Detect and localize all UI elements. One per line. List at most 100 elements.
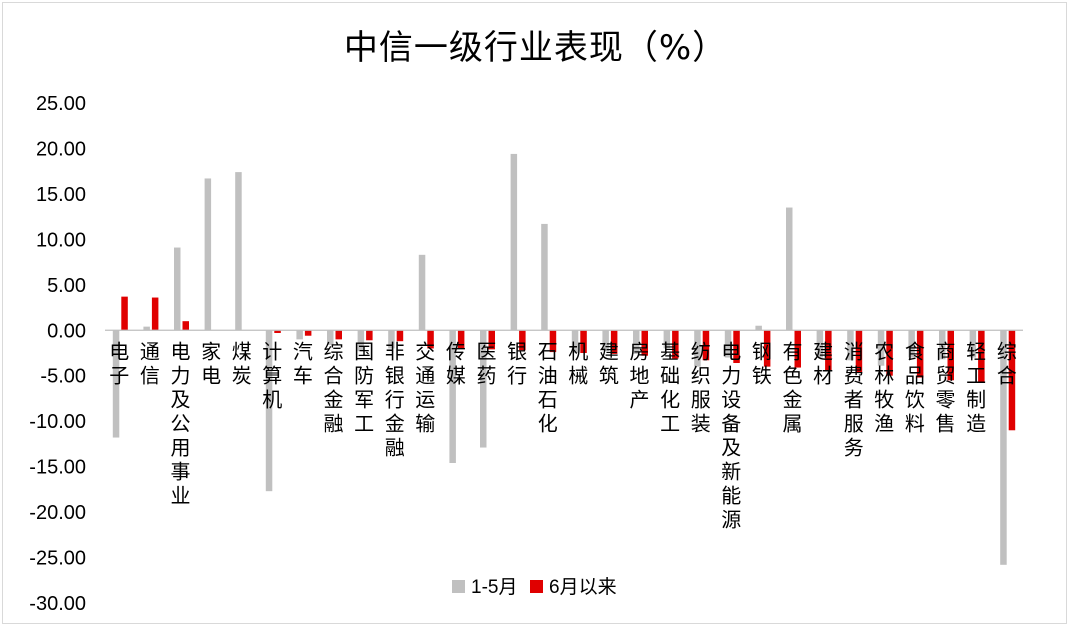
bar-1-5month (694, 330, 701, 367)
bar-since-june (641, 330, 648, 356)
category-label: 建材 (813, 339, 833, 387)
bar-1-5month (908, 330, 915, 358)
bar-1-5month (786, 207, 793, 331)
bar-1-5month (510, 153, 518, 331)
y-tick-label: 0.00 (47, 320, 86, 342)
category-label: 国防军工 (354, 339, 374, 435)
bar-1-5month (663, 330, 671, 349)
bar-since-june (794, 330, 801, 368)
bar-since-june (549, 330, 557, 353)
bar-since-june (427, 330, 434, 349)
bar-since-june (978, 330, 985, 383)
category-label: 综合 (997, 339, 1017, 387)
category-label: 建筑 (599, 339, 619, 387)
bar-since-june (457, 330, 465, 349)
y-tick-label: -15.00 (29, 457, 86, 479)
category-label: 机械 (568, 339, 588, 387)
bar-1-5month (449, 330, 456, 463)
category-label: 轻工制造 (966, 339, 986, 435)
category-label: 电力设备及新能源 (721, 339, 741, 531)
bar-since-june (886, 330, 893, 376)
bar-since-june (1008, 330, 1016, 431)
bar-1-5month (327, 330, 334, 345)
category-label: 有色金属 (783, 339, 803, 435)
bar-1-5month (1000, 330, 1007, 565)
category-label: 医药 (477, 339, 497, 387)
category-label: 食品饮料 (905, 339, 925, 435)
bar-since-june (825, 330, 832, 371)
bar-since-june (672, 330, 679, 359)
category-label: 计算机 (262, 339, 282, 411)
bar-since-june (366, 330, 373, 341)
y-tick-label: -5.00 (40, 366, 86, 388)
bar-1-5month (480, 330, 487, 448)
bar-since-june (580, 330, 587, 353)
bar-1-5month (939, 330, 946, 360)
bar-1-5month (235, 172, 242, 331)
bar-1-5month (204, 178, 212, 331)
y-tick-label: 10.00 (36, 229, 86, 251)
category-label: 消费者服务 (844, 339, 864, 459)
category-label: 农林牧渔 (874, 339, 894, 435)
bar-1-5month (418, 254, 426, 331)
category-label: 非银行金融 (385, 339, 405, 459)
category-label: 石油石化 (538, 339, 558, 435)
bar-since-june (121, 296, 128, 331)
legend-label-since-june: 6月以来 (549, 576, 617, 598)
bar-since-june (855, 330, 863, 373)
bar-1-5month (388, 330, 395, 349)
y-tick-label: 15.00 (36, 184, 86, 206)
y-tick-label: 5.00 (47, 275, 86, 297)
category-label: 房地产 (630, 339, 650, 411)
category-label: 家电 (201, 339, 221, 387)
bar-since-june (733, 330, 740, 363)
bar-1-5month (816, 330, 824, 358)
bar-since-june (151, 297, 159, 331)
category-label: 综合金融 (324, 339, 344, 435)
bar-since-june (396, 330, 404, 342)
bar-1-5month (724, 330, 732, 358)
bar-since-june (274, 330, 281, 333)
bar-since-june (304, 330, 312, 336)
bar-since-june (916, 330, 924, 378)
bar-1-5month (602, 330, 609, 352)
y-tick-label: -10.00 (29, 411, 86, 433)
bar-1-5month (755, 325, 762, 331)
bar-since-june (947, 330, 954, 381)
bar-since-june (610, 330, 618, 354)
category-label: 通信 (140, 339, 160, 387)
legend-label-1-5month: 1-5月 (471, 577, 517, 598)
y-tick-label: -25.00 (29, 548, 86, 570)
category-label: 交通运输 (415, 339, 435, 435)
category-label: 传媒 (446, 339, 466, 387)
bar-since-june (763, 330, 771, 367)
y-tick-label: 25.00 (36, 93, 86, 115)
category-label: 煤炭 (232, 339, 252, 387)
bar-since-june (519, 330, 526, 351)
bar-1-5month (296, 330, 303, 340)
bar-1-5month (541, 223, 548, 331)
y-tick-label: -20.00 (29, 502, 86, 524)
category-label: 汽车 (293, 339, 313, 387)
category-label: 电力及公用事业 (171, 339, 191, 507)
category-label: 纺织服装 (691, 339, 711, 435)
bar-1-5month (174, 247, 181, 331)
bar-1-5month (633, 330, 640, 354)
bar-since-june (335, 330, 342, 340)
bar-1-5month (265, 330, 273, 492)
category-label: 电子 (109, 339, 129, 387)
chart-title: 中信一级行业表现（%） (343, 28, 728, 68)
y-tick-label: 20.00 (36, 138, 86, 160)
bar-1-5month (969, 330, 977, 358)
bar-1-5month (143, 326, 150, 331)
category-label: 商贸零售 (936, 339, 956, 435)
bar-since-june (182, 321, 189, 331)
category-label: 银行 (507, 339, 527, 387)
category-label: 基础化工 (660, 339, 680, 435)
legend-swatch-since-june (530, 580, 543, 593)
bar-1-5month (357, 330, 365, 352)
bar-1-5month (847, 330, 854, 361)
bar-since-june (488, 330, 495, 350)
